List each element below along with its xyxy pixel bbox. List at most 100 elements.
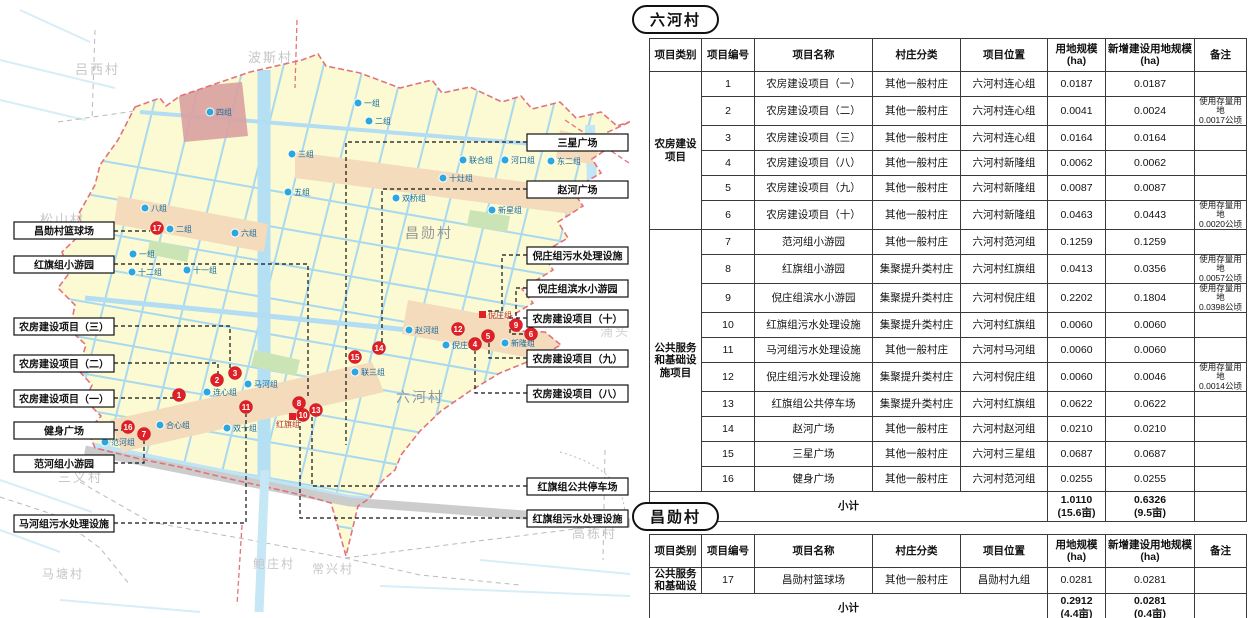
project-marker-icon [172,388,186,402]
project-location: 六河村范河组 [960,229,1048,256]
project-marker-icon [451,322,465,336]
group-dot-label: 联三组 [361,367,385,377]
column-header: 项目类别 [649,38,702,72]
group-dot-icon [155,420,165,430]
callout-label: 赵河广场 [557,184,598,197]
project-marker-8: 8 [292,396,306,410]
remark-cell [1194,71,1247,97]
table-row: 农房建设 项目 1 农房建设项目（一） 其他一般村庄 六河村连心组 0.0187 0.018… [649,70,1247,231]
village-class: 其他一般村庄 [872,229,961,256]
callout-box [13,421,115,440]
group-dot-icon [500,155,510,165]
village-class: 集聚提升类村庄 [872,312,961,339]
table-row: 15 三星广场 其他一般村庄 六河村三星组 0.0687 0.0687 [650,441,1247,468]
remark-cell [1194,312,1247,339]
project-marker-10: 10 [296,408,310,422]
table-row: 4 农房建设项目（八） 其他一般村庄 六河村新隆组 0.0062 0.0062 [650,150,1247,177]
project-marker-icon [137,427,151,441]
row-number: 12 [701,362,755,393]
callout-leader [114,263,309,396]
project-name: 倪庄组滨水小游园 [754,283,873,314]
village-class: 其他一般村庄 [872,567,961,594]
table-row: 5 农房建设项目（九） 其他一般村庄 六河村新隆组 0.0087 0.0087 [650,175,1247,202]
callout-红旗组公共停车场: 红旗组公共停车场 [526,477,629,496]
subtotal-new-area: 0.6326 (9.5亩) [1105,491,1195,523]
remark-cell [1194,229,1247,256]
callout-box [13,389,115,408]
callout-倪庄组污水处理设施: 倪庄组污水处理设施 [526,246,629,265]
water-line [58,149,632,256]
remark-cell [1194,567,1247,594]
callout-label: 农房建设项目（三） [18,321,109,334]
new-land-area: 0.1259 [1105,229,1195,256]
column-header: 项目位置 [960,534,1048,568]
project-marker-icon [509,318,523,332]
group-dot-icon [353,98,363,108]
village-class: 其他一般村庄 [872,200,961,231]
callout-农房建设项目（八）: 农房建设项目（八） [526,384,629,403]
project-name: 昌勋村篮球场 [754,567,873,594]
region-label: 鲍庄村 [253,556,295,571]
column-header: 备注 [1194,38,1247,72]
project-location: 六河村倪庄组 [960,362,1048,393]
project-location: 六河村范河组 [960,466,1048,493]
project-marker-1: 1 [172,388,186,402]
village-class: 其他一般村庄 [872,416,961,443]
land-area: 0.0687 [1047,441,1106,468]
table-row: 6 农房建设项目（十） 其他一般村庄 六河村新隆组 0.0463 0.0443 使用存量用地… [650,200,1247,231]
category-cell: 公共服务 和基础设 [649,567,702,594]
callout-box [13,221,115,240]
row-number: 10 [701,312,755,339]
group-dot-icon [222,423,232,433]
project-marker-3: 3 [228,366,242,380]
remark-cell [1194,150,1247,177]
callout-倪庄组滨水小游园: 倪庄组滨水小游园 [526,279,629,298]
village-class: 集聚提升类村庄 [872,391,961,418]
callout-box [526,133,629,152]
region-label: 波斯村 [248,50,293,65]
group-dot: 一组 [353,98,380,108]
subtotal-area: 1.0110 (15.6亩) [1047,491,1106,523]
village-class: 其他一般村庄 [872,150,961,177]
new-land-area: 0.0024 [1105,95,1195,127]
group-dot-label: 十一组 [193,265,217,275]
group-dot-label: 三组 [298,149,314,159]
group-dot-label: 东二组 [557,156,581,166]
village-map-svg: 吕西村波斯村松山村三义村马塘村鲍庄村常兴村高栋村浦头镇昌勋村六河村 四组一组二组… [0,9,643,613]
callout-box [526,349,629,368]
project-location: 六河村新隆组 [960,150,1048,177]
village-class: 其他一般村庄 [872,441,961,468]
group-dot: 联合组 [458,155,493,165]
group-dot-label: 二组 [375,116,391,126]
table-row: 9 倪庄组滨水小游园 集聚提升类村庄 六河村倪庄组 0.2202 0.1804 使用存量用地… [650,283,1247,314]
project-marker-4: 4 [468,337,482,351]
project-marker-number: 12 [454,325,463,334]
group-dot: 合心组 [155,420,190,430]
project-location: 六河村新隆组 [960,200,1048,231]
land-area: 0.0062 [1047,150,1106,177]
new-land-area: 0.0046 [1105,362,1195,393]
callout-box [526,309,629,328]
column-header: 项目名称 [754,38,873,72]
group-dot: 五组 [283,187,310,197]
new-land-area: 0.0687 [1105,441,1195,468]
table-row: 2 农房建设项目（二） 其他一般村庄 六河村连心组 0.0041 0.0024 使用存量用地… [650,95,1247,127]
project-marker-icon [228,366,242,380]
group-dot: 双十组 [222,423,257,433]
project-table: 项目类别 项目编号 项目名称 村庄分类 项目位置 用地规模 (ha) 新增建设用地规模 (h… [649,38,1247,523]
group-dot-icon [441,340,451,350]
callout-leader [474,351,527,394]
group-dot-icon [243,379,253,389]
callout-三星广场: 三星广场 [526,133,629,152]
column-header: 村庄分类 [872,38,961,72]
callout-农房建设项目（十）: 农房建设项目（十） [526,309,629,328]
project-marker-number: 17 [153,224,162,233]
group-dot-label: 新隆组 [511,338,535,348]
remark-cell: 使用存量用地 0.0017公顷 [1194,95,1247,127]
group-dot-icon [546,156,556,166]
subtotal-remark [1194,592,1247,618]
row-number: 3 [701,125,755,152]
village-class: 其他一般村庄 [872,71,961,97]
